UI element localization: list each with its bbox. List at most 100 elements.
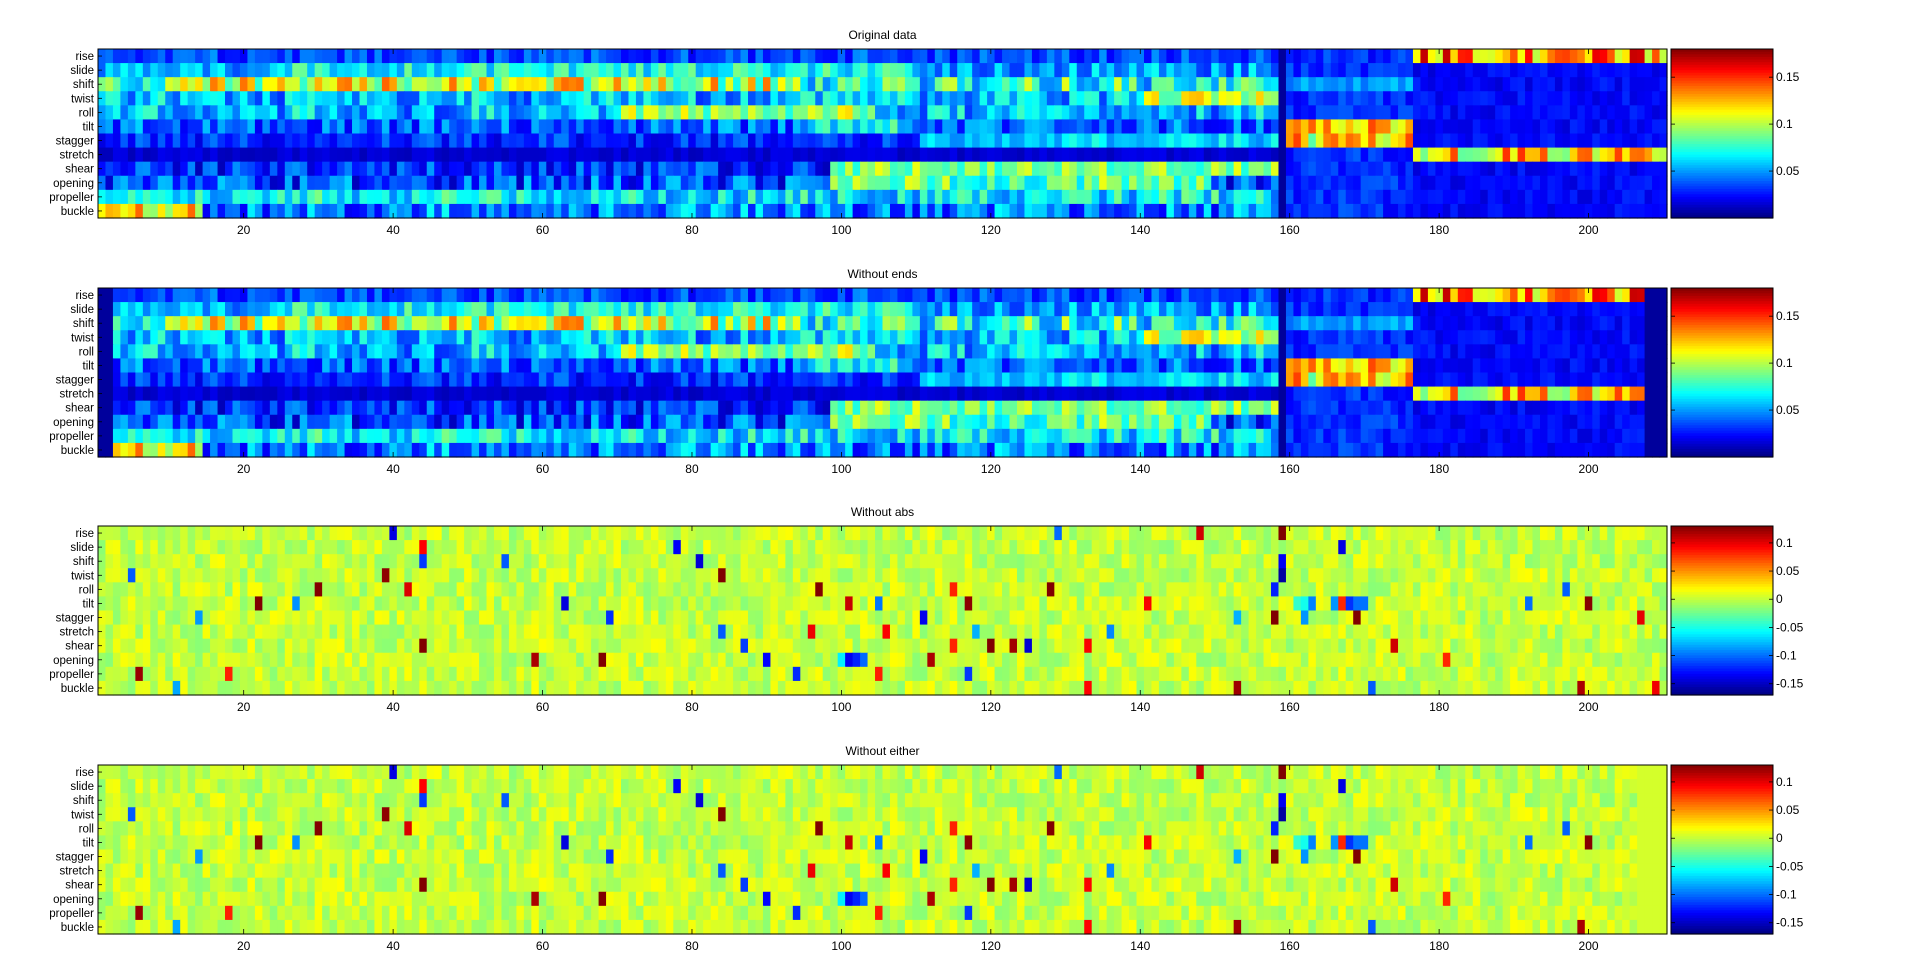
heatmap-cell — [277, 330, 286, 345]
heatmap-cell — [1368, 189, 1377, 205]
heatmap-cell — [1659, 316, 1668, 331]
heatmap-cell — [1495, 358, 1504, 374]
heatmap-cell — [142, 133, 151, 149]
heatmap-cell — [1360, 133, 1369, 149]
heatmap-cell — [583, 288, 592, 303]
heatmap-cell — [882, 316, 891, 331]
heatmap-cell — [1241, 63, 1250, 78]
heatmap-cell — [1233, 189, 1242, 205]
heatmap-cell — [1271, 119, 1280, 135]
heatmap-cell — [1323, 91, 1332, 106]
heatmap-cell — [1412, 91, 1422, 106]
heatmap-cell — [1510, 133, 1519, 149]
heatmap-cell — [142, 414, 151, 430]
heatmap-cell — [1166, 133, 1175, 149]
heatmap-cell — [1293, 147, 1302, 163]
heatmap-cell — [1420, 119, 1429, 135]
heatmap-cell — [202, 386, 211, 402]
heatmap-cell — [1046, 372, 1055, 388]
heatmap-cell — [1442, 288, 1451, 303]
heatmap-cell — [486, 428, 495, 444]
heatmap-cell — [777, 63, 786, 78]
heatmap-cell — [673, 119, 682, 135]
heatmap-cell — [927, 330, 936, 345]
heatmap-cell — [845, 414, 854, 430]
heatmap-cell — [1383, 49, 1392, 64]
heatmap-cell — [889, 316, 899, 331]
heatmap-cell — [449, 147, 458, 163]
heatmap-cell — [710, 189, 719, 205]
heatmap-cell — [1121, 161, 1130, 177]
heatmap-cell — [897, 147, 906, 163]
heatmap-cell — [1390, 119, 1399, 135]
heatmap-cell — [1196, 133, 1205, 149]
heatmap-cell — [1054, 400, 1063, 416]
heatmap-cell — [703, 372, 712, 388]
heatmap-cell — [262, 400, 271, 416]
heatmap-cell — [165, 372, 174, 388]
heatmap-cell — [740, 428, 749, 444]
heatmap-cell — [1293, 77, 1302, 92]
heatmap-cell — [538, 147, 547, 163]
heatmap-cell — [1345, 414, 1354, 430]
heatmap-cell — [1106, 358, 1115, 374]
heatmap-cell — [150, 189, 159, 205]
heatmap-cell — [1039, 316, 1048, 331]
heatmap-cell — [157, 49, 166, 64]
heatmap-cell — [396, 147, 405, 163]
heatmap-cell — [1256, 386, 1265, 402]
heatmap-cell — [904, 189, 913, 205]
heatmap-cell — [1547, 428, 1556, 444]
heatmap-cell — [949, 147, 958, 163]
heatmap-cell — [1495, 400, 1504, 416]
heatmap-cell — [792, 133, 801, 149]
heatmap-cell — [329, 133, 338, 149]
heatmap-cell — [165, 133, 174, 149]
heatmap-cell — [1450, 428, 1459, 444]
heatmap-cell — [1629, 133, 1638, 149]
heatmap-cell — [1659, 175, 1668, 191]
heatmap-cell — [949, 414, 958, 430]
heatmap-cell — [583, 77, 592, 92]
colorbar-segment — [1671, 109, 1773, 113]
colorbar-segment — [1671, 120, 1773, 124]
heatmap-cell — [1472, 49, 1481, 64]
heatmap-cell — [247, 105, 256, 121]
heatmap-cell — [822, 203, 831, 219]
heatmap-cell — [762, 386, 772, 402]
heatmap-cell — [359, 400, 368, 416]
heatmap-cell — [112, 189, 122, 205]
heatmap-cell — [1114, 147, 1123, 163]
heatmap-cell — [1368, 91, 1377, 106]
heatmap-cell — [1061, 344, 1070, 360]
heatmap-cell — [411, 344, 420, 360]
heatmap-cell — [523, 372, 532, 388]
heatmap-cell — [1495, 189, 1504, 205]
heatmap-cell — [1644, 302, 1653, 317]
heatmap-cell — [1256, 77, 1265, 92]
heatmap-cell — [1652, 175, 1661, 191]
heatmap-cell — [1539, 105, 1549, 121]
heatmap-cell — [1547, 400, 1556, 416]
heatmap-cell — [1375, 288, 1384, 303]
heatmap-cell — [1599, 133, 1608, 149]
heatmap-cell — [1330, 49, 1339, 64]
heatmap-cell — [807, 91, 816, 106]
heatmap-cell — [703, 344, 712, 360]
heatmap-cell — [1607, 358, 1616, 374]
heatmap-cell — [157, 189, 166, 205]
heatmap-cell — [180, 358, 189, 374]
heatmap-cell — [1510, 49, 1519, 64]
heatmap-cell — [239, 161, 249, 177]
heatmap-cell — [1338, 330, 1347, 345]
heatmap-cell — [1129, 119, 1138, 135]
heatmap-cell — [1016, 147, 1026, 163]
heatmap-cell — [1338, 203, 1347, 219]
heatmap-cell — [1158, 105, 1168, 121]
heatmap-cell — [180, 119, 189, 135]
heatmap-cell — [1173, 344, 1182, 360]
heatmap-cell — [419, 105, 428, 121]
heatmap-cell — [1510, 344, 1519, 360]
heatmap-cell — [1547, 372, 1556, 388]
heatmap-cell — [434, 316, 443, 331]
